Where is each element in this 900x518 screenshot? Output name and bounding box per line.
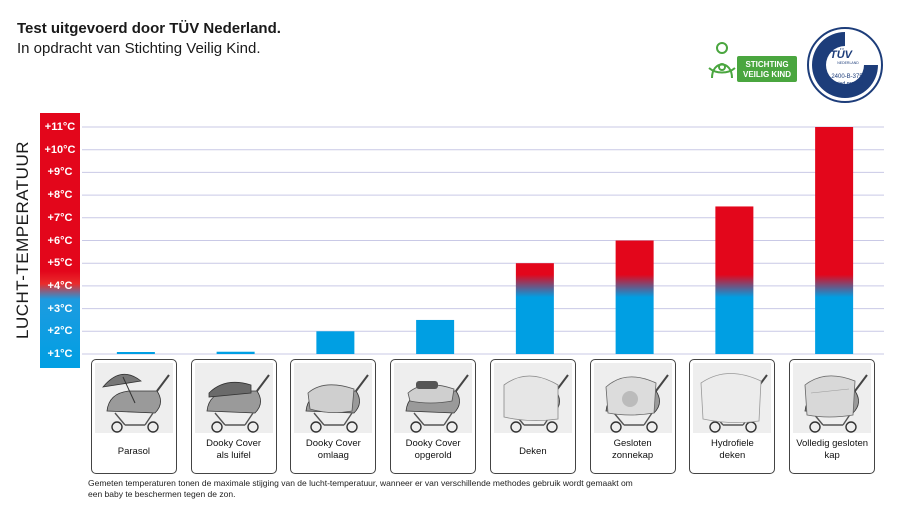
x-category-label: Gesloten zonnekap: [612, 438, 654, 461]
footnote: Gemeten temperaturen tonen de maximale s…: [88, 478, 633, 499]
y-tick-label: +1°C: [47, 348, 73, 360]
bar: [116, 352, 155, 354]
cover-rolled-stroller-icon: [394, 363, 473, 433]
bar: [715, 206, 754, 354]
bar: [216, 351, 255, 354]
canopy-stroller-icon: [194, 363, 273, 433]
x-category-label: Dooky Cover opgerold: [405, 438, 461, 461]
x-category-label: Dooky Cover omlaag: [305, 438, 361, 461]
y-tick-label: +7°C: [47, 211, 73, 224]
y-tick-label: +3°C: [47, 302, 73, 315]
y-tick-label: +5°C: [47, 257, 73, 270]
bar: [316, 331, 355, 354]
method-card: Dooky Cover opgerold: [390, 359, 477, 474]
tuv-sub: NEDERLAND: [837, 61, 859, 65]
tuv-tested: Tested product: [831, 81, 864, 87]
veilig-line2: VEILIG KIND: [743, 70, 791, 79]
page-title: Test uitgevoerd door TÜV Nederland.: [17, 20, 281, 37]
bar: [615, 240, 654, 354]
tuv-code: 2400-B-375: [831, 74, 863, 80]
x-category-label: Parasol: [117, 446, 150, 457]
temperature-scale-bar: [40, 113, 80, 368]
blanket-stroller-icon: [493, 363, 572, 433]
y-tick-label: +9°C: [47, 166, 73, 179]
x-category-label: Volledig gesloten kap: [796, 438, 869, 461]
method-card: Parasol: [90, 359, 177, 474]
x-category-label: Deken: [519, 446, 547, 457]
method-card: Deken: [489, 359, 576, 474]
method-card: Gesloten zonnekap: [589, 359, 676, 474]
method-card: Volledig gesloten kap: [789, 359, 876, 474]
bar: [815, 127, 854, 354]
tuv-logo: TÜV NEDERLAND 2400-B-375 Tested product: [807, 27, 883, 103]
y-tick-label: +2°C: [47, 325, 73, 338]
bar: [416, 319, 455, 354]
tuv-name: TÜV: [830, 48, 854, 61]
veilig-line1: STICHTING: [745, 60, 788, 69]
muslin-stroller-icon: [693, 363, 772, 433]
method-card: Hydrofiele deken: [689, 359, 776, 474]
y-tick-label: +6°C: [47, 234, 73, 247]
x-category-label: Dooky Cover als luifel: [206, 438, 262, 461]
veilig-kind-logo: STICHTING VEILIG KIND: [708, 42, 797, 82]
y-tick-label: +8°C: [47, 189, 73, 202]
page-subtitle: In opdracht van Stichting Veilig Kind.: [17, 40, 261, 57]
y-tick-label: +4°C: [47, 279, 73, 292]
bar: [515, 263, 554, 354]
parasol-icon: [94, 363, 173, 433]
fully-closed-stroller-icon: [793, 363, 872, 433]
method-card: Dooky Cover omlaag: [290, 359, 377, 474]
method-card: Dooky Cover als luifel: [190, 359, 277, 474]
y-tick-label: +11°C: [44, 121, 76, 133]
y-tick-label: +10°C: [44, 143, 76, 156]
cover-down-stroller-icon: [294, 363, 373, 433]
x-category-label: Hydrofiele deken: [710, 438, 754, 461]
closed-hood-stroller-icon: [593, 363, 672, 433]
